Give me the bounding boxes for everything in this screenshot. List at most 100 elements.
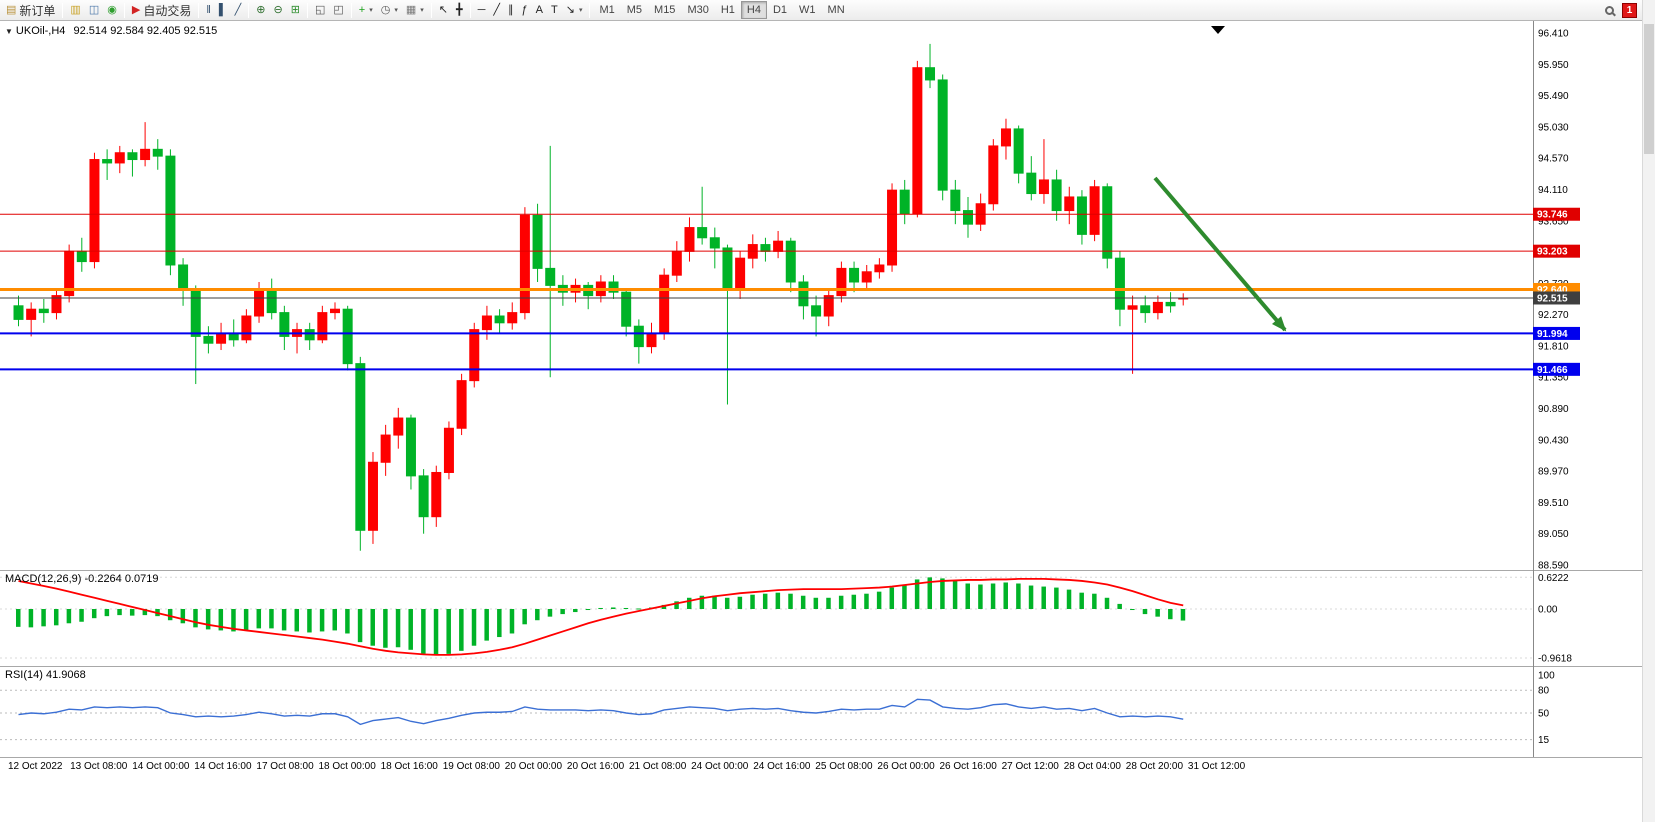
- bar-chart-icon: ‖: [206, 5, 211, 16]
- fibonacci-tool-button[interactable]: ƒ: [518, 1, 532, 19]
- auto-scroll-button[interactable]: ◱: [311, 1, 329, 19]
- crosshair-icon: ╋: [456, 5, 463, 16]
- svg-text:24 Oct 00:00: 24 Oct 00:00: [691, 761, 749, 772]
- svg-text:12 Oct 2022: 12 Oct 2022: [8, 761, 63, 772]
- text-t-icon: T: [551, 5, 558, 16]
- new-order-button-label: 新订单: [19, 2, 55, 19]
- svg-text:94.570: 94.570: [1538, 154, 1569, 165]
- chart-shift-icon: ◰: [333, 5, 343, 16]
- equidistant-channel-icon: ∥: [508, 5, 514, 16]
- svg-text:92.515: 92.515: [1537, 293, 1568, 304]
- timeframe-d1-button[interactable]: D1: [767, 1, 793, 19]
- macd-values: -0.2264 0.0719: [84, 573, 158, 585]
- horizontal-levels[interactable]: [0, 214, 1533, 369]
- text-a-icon: A: [536, 5, 543, 16]
- navigator-button[interactable]: ◉: [103, 1, 121, 19]
- svg-text:14 Oct 00:00: 14 Oct 00:00: [132, 761, 190, 772]
- crosshair-button[interactable]: ╋: [452, 1, 467, 19]
- svg-text:94.110: 94.110: [1538, 185, 1568, 196]
- timeframe-m30-button[interactable]: M30: [681, 1, 714, 19]
- svg-text:20 Oct 16:00: 20 Oct 16:00: [567, 761, 625, 772]
- svg-text:0.00: 0.00: [1538, 605, 1558, 616]
- bar-chart-mode-button[interactable]: ‖: [202, 1, 215, 19]
- svg-text:89.510: 89.510: [1538, 498, 1569, 509]
- zoom-in-icon: ⊕: [256, 5, 265, 16]
- profiles-button[interactable]: ▥: [66, 1, 84, 19]
- svg-text:27 Oct 12:00: 27 Oct 12:00: [1002, 761, 1060, 772]
- cursor-button[interactable]: ↖: [435, 1, 452, 19]
- candlestick-mode-button[interactable]: ▌: [215, 1, 231, 19]
- candlestick-icon: ▌: [219, 5, 227, 16]
- timeframe-m5-button[interactable]: M5: [621, 1, 648, 19]
- trend-arrow[interactable]: [1155, 178, 1291, 335]
- autotrading-button-label: 自动交易: [143, 2, 191, 19]
- zoom-out-icon: ⊖: [274, 5, 283, 16]
- timeframe-h4-button[interactable]: H4: [741, 1, 767, 19]
- timeframe-w1-button[interactable]: W1: [793, 1, 822, 19]
- notification-badge[interactable]: 1: [1622, 3, 1637, 18]
- line-chart-icon: ╱: [235, 5, 242, 16]
- channel-tool-button[interactable]: ∥: [504, 1, 518, 19]
- svg-text:24 Oct 16:00: 24 Oct 16:00: [753, 761, 811, 772]
- shapes-tool-button[interactable]: ↘▾: [562, 1, 587, 19]
- rsi-name: RSI(14): [5, 669, 43, 681]
- svg-text:28 Oct 04:00: 28 Oct 04:00: [1064, 761, 1122, 772]
- market-watch-button[interactable]: ◫: [85, 1, 103, 19]
- tile-windows-icon: ⊞: [291, 5, 300, 16]
- svg-text:18 Oct 00:00: 18 Oct 00:00: [319, 761, 377, 772]
- timeframe-m1-button[interactable]: M1: [593, 1, 620, 19]
- hline-tool-button[interactable]: ─: [474, 1, 490, 19]
- search-icon[interactable]: [1605, 6, 1614, 15]
- toolbar-separator: [124, 3, 125, 18]
- ohlc-readout: 92.514 92.584 92.405 92.515: [74, 25, 218, 37]
- macd-name: MACD(12,26,9): [5, 573, 81, 585]
- svg-text:90.430: 90.430: [1538, 435, 1569, 446]
- svg-text:96.410: 96.410: [1538, 29, 1569, 40]
- fibonacci-icon: ƒ: [522, 5, 528, 16]
- svg-text:91.994: 91.994: [1537, 329, 1568, 340]
- toolbar-separator: [589, 3, 590, 18]
- rsi-value: 41.9068: [46, 669, 86, 681]
- svg-text:95.950: 95.950: [1538, 60, 1569, 71]
- label-tool-button[interactable]: T: [547, 1, 562, 19]
- rsi-indicator-label: RSI(14) 41.9068: [5, 669, 86, 681]
- tile-windows-button[interactable]: ⊞: [287, 1, 304, 19]
- candlestick-series: [14, 44, 1188, 551]
- collapse-triangle-icon[interactable]: ▼: [5, 27, 13, 36]
- scrollbar-thumb[interactable]: [1644, 24, 1654, 154]
- periods-button[interactable]: ◷▾: [377, 1, 402, 19]
- autotrading-button[interactable]: ▶自动交易: [128, 1, 195, 19]
- timeframe-mn-button[interactable]: MN: [822, 1, 851, 19]
- svg-text:80: 80: [1538, 686, 1550, 697]
- panel-separators: [0, 21, 1642, 758]
- navigator-icon: ◉: [107, 5, 117, 16]
- autotrading-icon: ▶: [132, 5, 140, 16]
- text-tool-button[interactable]: A: [532, 1, 547, 19]
- chart-title: ▼UKOil-,H4 92.514 92.584 92.405 92.515: [5, 25, 217, 37]
- clock-icon: ◷: [381, 5, 391, 16]
- templates-button[interactable]: ▦▾: [402, 1, 428, 19]
- chart-shift-marker[interactable]: [1211, 26, 1225, 34]
- new-order-button[interactable]: ▤新订单: [2, 1, 59, 19]
- chart-shift-button[interactable]: ◰: [329, 1, 347, 19]
- svg-text:28 Oct 20:00: 28 Oct 20:00: [1126, 761, 1184, 772]
- toolbar-separator: [62, 3, 63, 18]
- timeframe-m15-button[interactable]: M15: [648, 1, 681, 19]
- zoom-out-button[interactable]: ⊖: [270, 1, 287, 19]
- vertical-scrollbar[interactable]: [1642, 0, 1655, 822]
- add-indicator-button[interactable]: +▾: [355, 1, 377, 19]
- auto-scroll-icon: ◱: [315, 5, 325, 16]
- svg-text:13 Oct 08:00: 13 Oct 08:00: [70, 761, 128, 772]
- zoom-in-button[interactable]: ⊕: [252, 1, 269, 19]
- svg-text:31 Oct 12:00: 31 Oct 12:00: [1188, 761, 1246, 772]
- svg-text:14 Oct 16:00: 14 Oct 16:00: [194, 761, 252, 772]
- line-chart-mode-button[interactable]: ╱: [231, 1, 246, 19]
- trendline-tool-button[interactable]: ╱: [489, 1, 504, 19]
- time-axis[interactable]: 12 Oct 2022 13 Oct 08:00 14 Oct 00:00 14 Oc…: [8, 761, 1246, 772]
- timeframe-h1-button[interactable]: H1: [715, 1, 741, 19]
- charts-profile-icon: ▥: [70, 5, 80, 16]
- svg-text:20 Oct 00:00: 20 Oct 00:00: [505, 761, 563, 772]
